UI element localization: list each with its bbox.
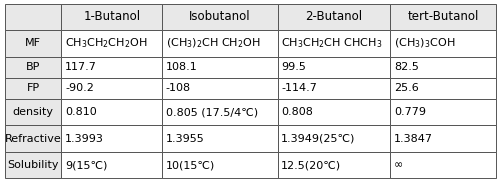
Text: BP: BP — [26, 62, 41, 72]
Text: 10(15℃): 10(15℃) — [166, 160, 215, 170]
Text: -114.7: -114.7 — [281, 83, 317, 93]
Text: 25.6: 25.6 — [394, 83, 419, 93]
Bar — [390, 99, 496, 125]
Text: Solubility: Solubility — [8, 160, 59, 170]
Bar — [62, 4, 162, 30]
Bar — [162, 30, 278, 57]
Bar — [162, 78, 278, 99]
Bar — [278, 99, 390, 125]
Bar — [5, 152, 62, 178]
Text: 0.779: 0.779 — [394, 107, 426, 117]
Text: 1.3949(25℃): 1.3949(25℃) — [281, 134, 355, 144]
Bar — [62, 99, 162, 125]
Bar — [62, 30, 162, 57]
Text: 0.810: 0.810 — [65, 107, 97, 117]
Bar — [162, 4, 278, 30]
Bar — [390, 4, 496, 30]
Bar — [162, 99, 278, 125]
Text: 1-Butanol: 1-Butanol — [83, 10, 140, 23]
Bar — [5, 99, 62, 125]
Text: 117.7: 117.7 — [65, 62, 97, 72]
Bar — [62, 57, 162, 78]
Text: FP: FP — [27, 83, 40, 93]
Text: -90.2: -90.2 — [65, 83, 94, 93]
Text: 1.3993: 1.3993 — [65, 134, 104, 144]
Bar — [5, 30, 62, 57]
Text: 82.5: 82.5 — [394, 62, 419, 72]
Bar — [390, 57, 496, 78]
Text: MF: MF — [25, 38, 41, 48]
Text: 99.5: 99.5 — [281, 62, 306, 72]
Bar — [390, 152, 496, 178]
Text: (CH$_3$)$_3$COH: (CH$_3$)$_3$COH — [394, 37, 455, 50]
Bar — [390, 78, 496, 99]
Text: 0.805 (17.5/4℃): 0.805 (17.5/4℃) — [166, 107, 258, 117]
Text: density: density — [13, 107, 54, 117]
Bar — [162, 57, 278, 78]
Bar — [162, 152, 278, 178]
Text: CH$_3$CH$_2$CH$_2$OH: CH$_3$CH$_2$CH$_2$OH — [65, 36, 147, 50]
Text: Refractive: Refractive — [5, 134, 62, 144]
Text: tert-Butanol: tert-Butanol — [407, 10, 479, 23]
Bar — [5, 78, 62, 99]
Bar — [5, 4, 62, 30]
Text: 108.1: 108.1 — [166, 62, 197, 72]
Bar — [278, 30, 390, 57]
Text: 12.5(20℃): 12.5(20℃) — [281, 160, 341, 170]
Text: 9(15℃): 9(15℃) — [65, 160, 107, 170]
Bar — [5, 57, 62, 78]
Text: 2-Butanol: 2-Butanol — [306, 10, 363, 23]
Bar — [278, 4, 390, 30]
Text: CH$_3$CH$_2$CH CHCH$_3$: CH$_3$CH$_2$CH CHCH$_3$ — [281, 36, 382, 50]
Bar — [62, 125, 162, 152]
Bar — [62, 78, 162, 99]
Text: -108: -108 — [166, 83, 191, 93]
Text: 1.3847: 1.3847 — [394, 134, 433, 144]
Bar — [278, 152, 390, 178]
Bar — [162, 125, 278, 152]
Text: (CH$_3$)$_2$CH CH$_2$OH: (CH$_3$)$_2$CH CH$_2$OH — [166, 37, 261, 50]
Bar — [62, 152, 162, 178]
Text: 0.808: 0.808 — [281, 107, 313, 117]
Bar — [278, 57, 390, 78]
Bar — [278, 78, 390, 99]
Text: ∞: ∞ — [394, 160, 403, 170]
Bar — [390, 125, 496, 152]
Text: 1.3955: 1.3955 — [166, 134, 204, 144]
Bar — [278, 125, 390, 152]
Text: Isobutanol: Isobutanol — [189, 10, 250, 23]
Bar — [5, 125, 62, 152]
Bar — [390, 30, 496, 57]
